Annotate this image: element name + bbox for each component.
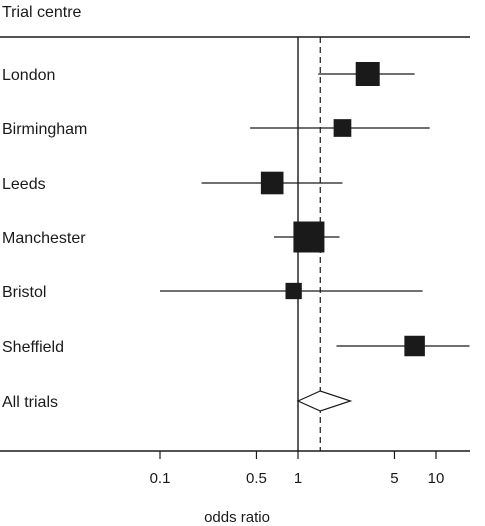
column-header: Trial centre (2, 4, 82, 21)
pooled-diamond (296, 390, 353, 412)
study-label: Manchester (2, 230, 86, 247)
point-estimate-marker (333, 119, 352, 137)
study-label: Sheffield (2, 339, 64, 356)
point-estimate-marker (355, 62, 380, 86)
x-tick-label: 10 (428, 470, 445, 487)
pooled-label: All trials (2, 394, 58, 411)
x-tick-label: 1 (294, 470, 302, 487)
x-axis-ticks: 0.1 0.5 1 5 10 (150, 451, 445, 487)
study-row: Birmingham (2, 119, 430, 138)
study-label: Birmingham (2, 121, 87, 138)
study-label: London (2, 67, 55, 84)
study-row: London (2, 62, 415, 86)
point-estimate-marker (293, 221, 325, 253)
x-tick-label: 0.5 (246, 470, 267, 487)
study-rows: London Birmingham Leeds Manchester Bristol Sh… (2, 62, 470, 357)
study-row: Manchester (2, 221, 340, 253)
study-row: Leeds (2, 171, 343, 195)
pooled-row: All trials (2, 390, 353, 412)
x-tick-label: 0.1 (150, 470, 171, 487)
x-tick-label: 5 (390, 470, 398, 487)
study-row: Bristol (2, 282, 423, 301)
x-axis-label: odds ratio (204, 509, 270, 526)
study-label: Leeds (2, 176, 46, 193)
point-estimate-marker (260, 171, 284, 195)
study-label: Bristol (2, 284, 46, 301)
study-row: Sheffield (2, 335, 470, 357)
point-estimate-marker (285, 282, 302, 300)
point-estimate-marker (404, 335, 425, 357)
